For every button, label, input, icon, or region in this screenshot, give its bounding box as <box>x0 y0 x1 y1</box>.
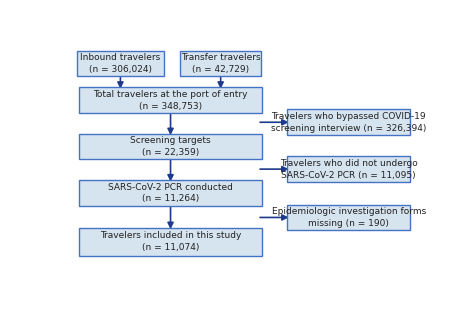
Text: Transfer travelers
(n = 42,729): Transfer travelers (n = 42,729) <box>181 53 261 74</box>
FancyBboxPatch shape <box>287 109 410 135</box>
FancyBboxPatch shape <box>287 205 410 230</box>
FancyBboxPatch shape <box>287 156 410 182</box>
FancyBboxPatch shape <box>180 51 261 76</box>
Text: Inbound travelers
(n = 306,024): Inbound travelers (n = 306,024) <box>80 53 160 74</box>
Text: Total travelers at the port of entry
(n = 348,753): Total travelers at the port of entry (n … <box>93 90 248 111</box>
Text: SARS-CoV-2 PCR conducted
(n = 11,264): SARS-CoV-2 PCR conducted (n = 11,264) <box>108 183 233 204</box>
FancyBboxPatch shape <box>79 180 262 206</box>
Text: Screening targets
(n = 22,359): Screening targets (n = 22,359) <box>130 136 211 157</box>
Text: Travelers included in this study
(n = 11,074): Travelers included in this study (n = 11… <box>100 231 241 252</box>
FancyBboxPatch shape <box>79 134 262 159</box>
Text: Travelers who did not undergo
SARS-CoV-2 PCR (n = 11,095): Travelers who did not undergo SARS-CoV-2… <box>280 159 418 179</box>
Text: Epidemiologic investigation forms
missing (n = 190): Epidemiologic investigation forms missin… <box>272 207 426 228</box>
FancyBboxPatch shape <box>79 87 262 113</box>
FancyBboxPatch shape <box>79 228 262 256</box>
FancyBboxPatch shape <box>77 51 164 76</box>
Text: Travelers who bypassed COVID-19
screening interview (n = 326,394): Travelers who bypassed COVID-19 screenin… <box>271 112 426 133</box>
